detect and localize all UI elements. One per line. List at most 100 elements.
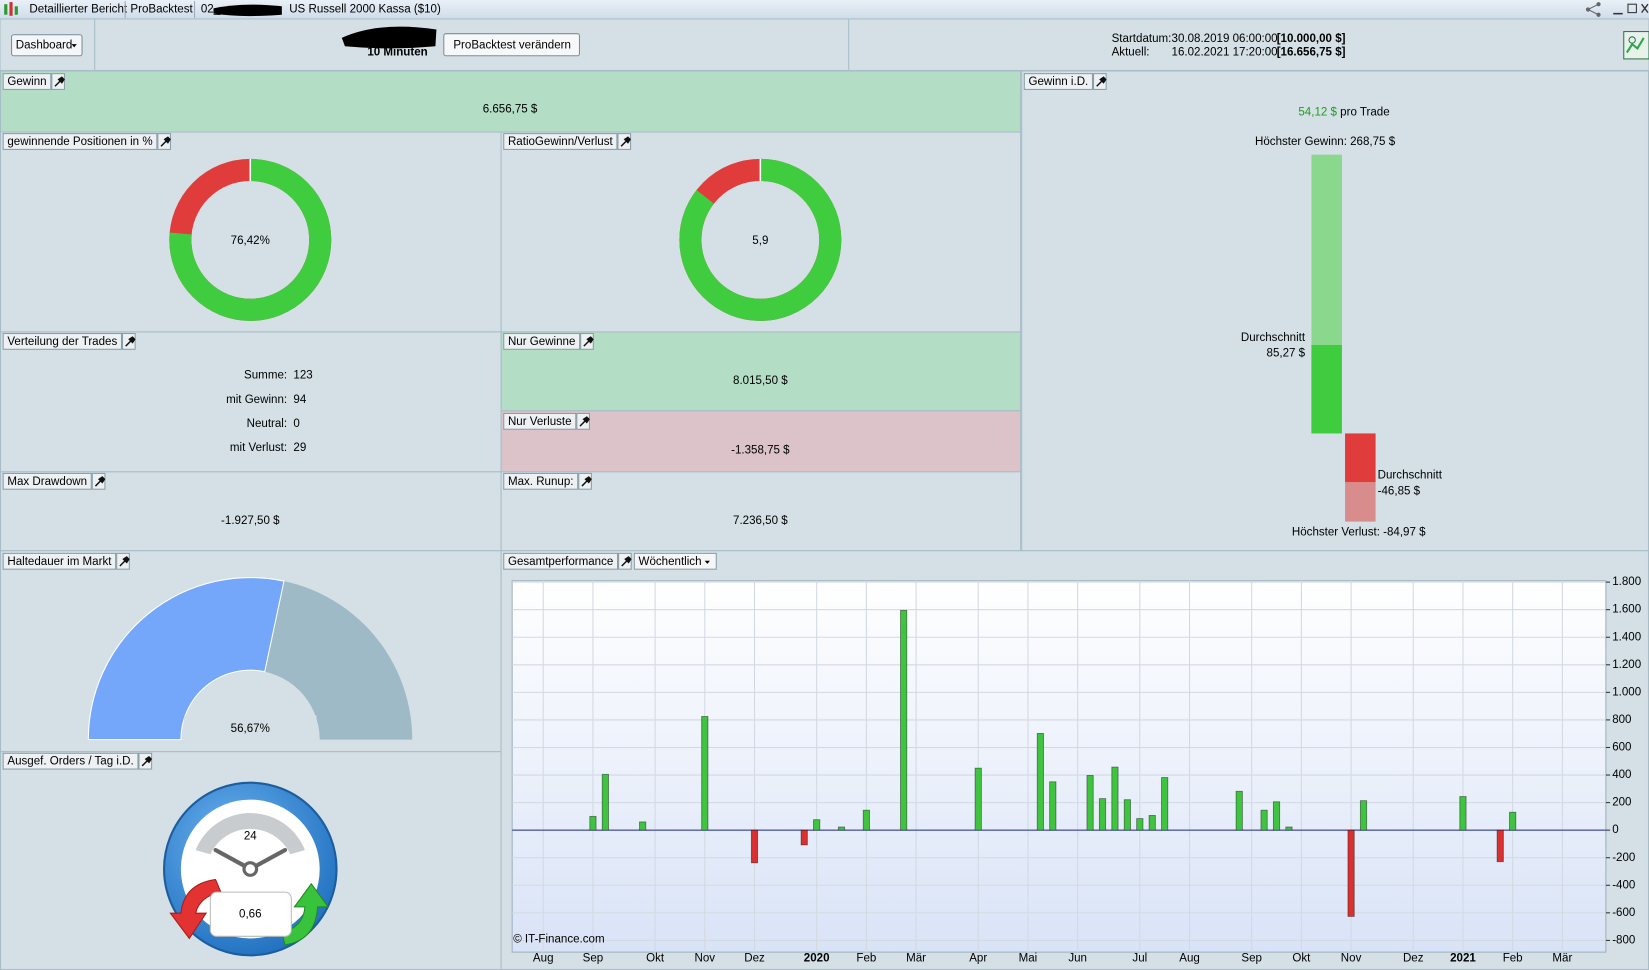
y-tick-label: 1.400 [1612,631,1641,643]
bar [900,609,908,831]
x-tick-label: Mär [1552,952,1572,964]
panel-title: Nur Verluste [508,416,572,428]
wrench-icon [119,556,130,567]
wrench-icon [581,476,592,487]
max-loss-label: Höchster Verlust: -84,97 $ [1292,526,1426,538]
x-tick-label: Jun [1068,952,1087,964]
x-tick-label: Okt [1292,952,1311,964]
avg-gain-label: Durchschnitt [1241,332,1306,344]
wrench-icon [579,416,590,427]
tab[interactable]: US Russell 2000 Kassa ($10) [289,4,441,16]
per-trade-value: 54,12 $ [1298,107,1337,119]
bar [701,716,709,831]
bar [589,815,597,831]
x-tick-label: Feb [856,952,876,964]
wrench-icon [54,76,65,87]
wrench-icon [583,336,594,347]
timeframe: 10 Minuten [367,47,427,59]
y-tick-label: -200 [1612,852,1635,864]
bar [813,819,821,831]
total-profit: 6.656,75 $ [483,103,538,115]
start-date: 30.08.2019 06:00:00 [1172,33,1278,45]
max-runup-value: 7.236,50 $ [733,515,788,527]
y-tick-label: -800 [1612,934,1635,946]
bar [1272,801,1281,831]
panel-tag-box [503,412,577,430]
value: -84,97 $ [1383,526,1426,538]
wrench-icon [125,336,136,347]
maximize[interactable] [1627,3,1637,14]
dropdown-arrow [704,560,710,564]
bar [1459,796,1467,831]
bar [974,767,982,831]
profit-bar [1311,344,1342,434]
bar [1260,809,1268,831]
avg-gain-value: 85,27 $ [1267,348,1306,360]
label: Höchster Gewinn: [1255,136,1347,148]
x-tick-label: Aug [1179,952,1200,964]
panel-title: RatioGewinn/Verlust [508,136,614,148]
wrench-icon [94,476,106,487]
panel-title: Max Drawdown [7,476,87,488]
y-tick-label: 1.600 [1612,604,1641,616]
bar [837,826,846,831]
panel-tag-box [2,332,122,350]
tab[interactable]: Detaillierter Bericht [29,4,127,16]
x-tick-label: Nov [1341,952,1362,964]
title-bar [0,0,1649,19]
period-dropdown[interactable] [633,552,717,570]
max-gain-label: Höchster Gewinn: 268,75 $ [1255,136,1396,148]
view-dropdown[interactable] [11,34,83,57]
report-icon[interactable] [1623,31,1649,60]
x-tick-label: Dez [1403,952,1424,964]
current-label: Aktuell: [1112,47,1150,59]
y-tick-label: 200 [1612,797,1631,809]
distribution-value: 94 [293,394,306,406]
app-icon [9,2,13,16]
panel-tag-box [2,472,92,490]
distribution-value: 0 [293,418,299,430]
bar [1148,814,1156,831]
clock-number: 24 [244,830,257,842]
y-tick-label: 1.800 [1612,576,1641,588]
panel-title: Gewinn [7,76,46,88]
bar [1359,800,1368,831]
wrench-icon [160,136,171,147]
bar [1496,829,1504,863]
bar [1086,775,1094,831]
dropdown-arrow [71,44,77,48]
tab[interactable]: ProBacktest [130,4,193,16]
bar [601,773,609,831]
y-tick-label: -600 [1612,907,1635,919]
app-icon [14,6,18,15]
bar [1285,826,1293,831]
plot-area [511,580,1607,953]
x-tick-label: Feb [1503,952,1523,964]
distribution-label: mit Gewinn: [226,394,287,406]
x-tick-label: Okt [646,952,665,964]
gauge-value [87,577,285,741]
window-controls [1585,2,1649,17]
orders-clock [163,781,338,957]
per-trade: 54,12 $ pro Trade [1298,107,1389,119]
start-capital: [10.000,00 $] [1277,33,1346,45]
y-tick-label: 1.200 [1612,659,1641,671]
y-tick-label: 0 [1612,824,1618,836]
distribution-label: Summe: [244,370,287,382]
donut-label: 5,9 [752,235,768,247]
profit-bar [1345,433,1376,483]
max-drawdown-value: -1.927,50 $ [221,515,280,527]
distribution-value: 29 [293,442,306,454]
bar [1098,798,1107,831]
change-backtest-button[interactable] [443,33,580,57]
close[interactable] [1641,3,1649,14]
avg-loss-value: -46,85 $ [1378,485,1421,497]
avg-loss-label: Durchschnitt [1378,470,1443,482]
wrench-icon [141,756,153,767]
wrench-icon [621,556,632,567]
wrench-icon [620,136,631,147]
panel-title: Verteilung der Trades [7,336,117,348]
x-tick-label: Nov [695,952,716,964]
gauge-label-bg [184,715,317,743]
